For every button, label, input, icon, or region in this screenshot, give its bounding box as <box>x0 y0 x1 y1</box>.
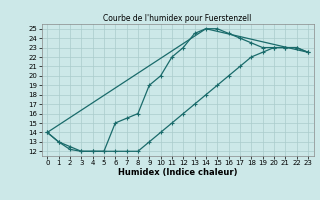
Title: Courbe de l'humidex pour Fuerstenzell: Courbe de l'humidex pour Fuerstenzell <box>103 14 252 23</box>
X-axis label: Humidex (Indice chaleur): Humidex (Indice chaleur) <box>118 168 237 177</box>
